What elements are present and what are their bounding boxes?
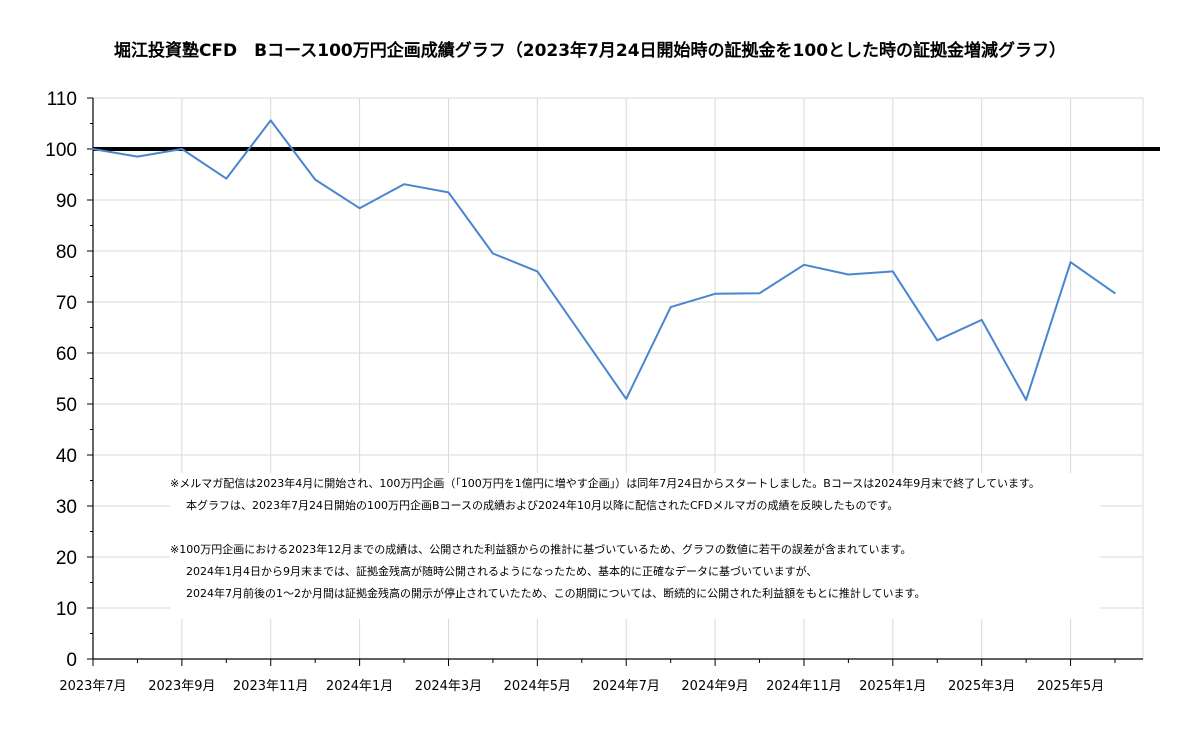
y-tick-label: 90 [56, 191, 77, 212]
note-line-2: 本グラフは、2023年7月24日開始の100万円企画Bコースの成績および2024… [186, 499, 899, 512]
y-tick-label: 30 [56, 497, 77, 518]
data-point [1025, 399, 1027, 401]
data-point [314, 178, 317, 181]
data-point [447, 191, 450, 194]
y-tick-labels: 0 10 20 30 40 50 60 70 80 90 100 110 [45, 89, 77, 671]
x-tick-label: 2024年11月 [766, 679, 842, 694]
x-tick-label: 2025年1月 [859, 679, 926, 694]
x-tick-labels: 2023年7月 2023年9月 2023年11月 2024年1月 2024年3月 2024… [59, 679, 1104, 694]
data-point [669, 306, 672, 308]
y-tick-label: 0 [66, 650, 77, 671]
x-tick-label: 2023年11月 [233, 679, 309, 694]
y-tick-label: 80 [56, 242, 77, 263]
data-point [225, 177, 228, 180]
x-tick-label: 2025年3月 [948, 679, 1015, 694]
y-tick-label: 60 [56, 344, 77, 365]
data-point [1114, 292, 1116, 295]
data-point [803, 264, 805, 266]
series-layer [92, 119, 1116, 401]
x-tick-label: 2024年1月 [326, 679, 393, 694]
note-line-1: ※メルマガ配信は2023年4月に開始され、100万円企画（「100万円を1億円に… [170, 477, 1040, 490]
data-point [136, 155, 139, 158]
data-point [1069, 261, 1072, 264]
data-point [581, 334, 583, 336]
x-tick-label: 2024年5月 [504, 679, 571, 694]
note-line-4: 2024年1月4日から9月末までは、証拠金残高が随時公開されるようになったため、… [186, 565, 818, 578]
data-point [980, 319, 983, 321]
x-tick-label: 2025年5月 [1037, 679, 1104, 694]
data-point [181, 148, 183, 150]
y-tick-label: 20 [56, 548, 77, 569]
series-line [92, 119, 1116, 401]
y-tick-label: 40 [56, 446, 77, 467]
y-tick-label: 50 [56, 395, 77, 416]
data-point [492, 252, 494, 255]
data-point [758, 292, 761, 295]
data-point [847, 273, 850, 276]
data-point [403, 183, 405, 185]
y-tick-label: 70 [56, 293, 77, 314]
x-tick-label: 2024年7月 [593, 679, 660, 694]
x-tick-label: 2024年9月 [681, 679, 748, 694]
data-point [92, 148, 94, 150]
y-tick-label: 10 [56, 599, 77, 620]
note-line-5: 2024年7月前後の1～2か月間は証拠金残高の開示が停止されていたため、この期間… [186, 587, 926, 600]
notes-box: ※メルマガ配信は2023年4月に開始され、100万円企画（「100万円を1億円に… [170, 473, 1100, 619]
x-tick-label: 2023年7月 [59, 679, 126, 694]
x-tick-label: 2024年3月 [415, 679, 482, 694]
chart-title: 堀江投資塾CFD Bコース100万円企画成績グラフ（2023年7月24日開始時の… [113, 41, 1067, 61]
data-point [714, 293, 716, 295]
data-point [625, 398, 627, 400]
y-tick-label: 100 [45, 140, 77, 161]
y-tick-label: 110 [47, 89, 77, 110]
data-point [269, 119, 272, 122]
data-point [936, 339, 939, 342]
note-line-3: ※100万円企画における2023年12月までの成績は、公開された利益額からの推計… [170, 543, 912, 556]
axes [87, 97, 1143, 666]
data-point [536, 270, 539, 273]
data-point [892, 270, 894, 273]
note-spacer [170, 517, 1100, 539]
data-point [358, 207, 361, 209]
x-tick-label: 2023年9月 [148, 679, 215, 694]
